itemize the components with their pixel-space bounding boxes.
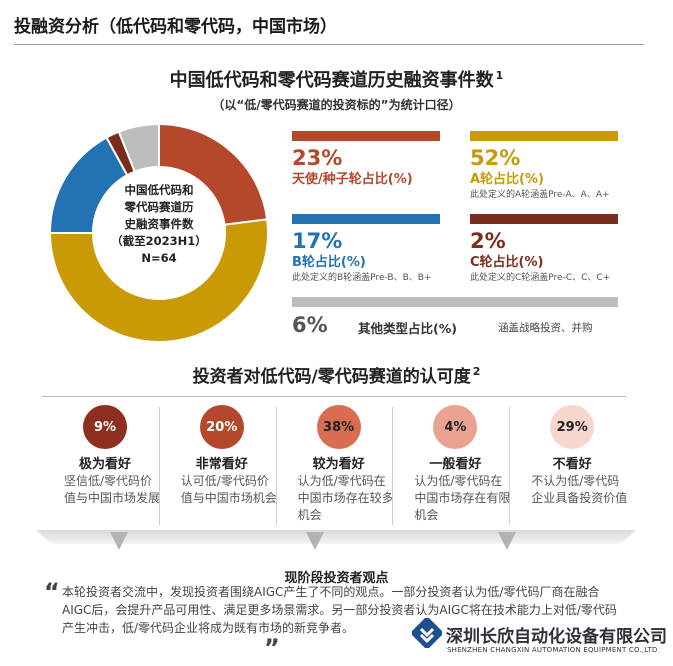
donut-center-line: 零代码赛道历	[96, 199, 222, 216]
stat-a-round-note: 此处定义的A轮涵盖Pre-A、A、A+	[470, 190, 618, 201]
page-title: 投融资分析（低代码和零代码，中国市场）	[14, 12, 337, 37]
donut-center-line: 中国低代码和	[96, 182, 222, 199]
sentiment-pct-circle: 9%	[83, 405, 127, 449]
section1-title: 中国低代码和零代码赛道历史融资事件数 1	[0, 66, 673, 92]
sentiment-description: 认为低/零代码在中国市场存在有限机会	[414, 473, 514, 524]
sentiment-column: 20% 非常看好 认可低/零代码价值与中国市场机会	[159, 397, 285, 531]
section1-subtitle: （以“低/零代码赛道的投资标的”为统计口径）	[0, 96, 673, 113]
section1-title-text: 中国低代码和零代码赛道历史融资事件数	[170, 70, 494, 91]
stat-b-round-note: 此处定义的B轮涵盖Pre-B、B、B+	[292, 273, 440, 284]
stat-other-pct: 6%	[292, 313, 328, 337]
stat-b-round-bar	[292, 214, 440, 224]
section2-title: 投资者对低代码/零代码赛道的认可度 2	[0, 362, 673, 387]
stat-c-round-pct: 2%	[470, 229, 618, 253]
title-divider	[14, 44, 644, 45]
sentiment-column: 9% 极为看好 坚信低/零代码价值与中国市场发展	[42, 397, 168, 531]
stat-a-round: 52% A轮占比(%) 此处定义的A轮涵盖Pre-A、A、A+	[470, 131, 618, 201]
investor-sentiment-panel: 9% 极为看好 坚信低/零代码价值与中国市场发展 20% 非常看好 认可低/零代码价值与中…	[42, 396, 626, 530]
stat-angel-pct: 23%	[292, 146, 440, 170]
stat-other-note: 涵盖战略投资、并购	[498, 320, 593, 335]
sentiment-column: 4% 一般看好 认为低/零代码在中国市场存在有限机会	[392, 397, 518, 531]
stat-a-round-pct: 52%	[470, 146, 618, 170]
sentiment-label: 一般看好	[392, 453, 518, 472]
sentiment-label: 非常看好	[159, 453, 285, 472]
stat-c-round-note: 此处定义的C轮涵盖Pre-C、C、C+	[470, 273, 618, 284]
company-name-cn: 深圳长欣自动化设备有限公司	[446, 622, 667, 647]
sentiment-pct-circle: 29%	[550, 405, 594, 449]
stat-c-round-label: C轮占比(%)	[470, 255, 618, 271]
sentiment-description: 坚信低/零代码价值与中国市场发展	[64, 473, 164, 507]
sentiment-label: 不看好	[509, 453, 635, 472]
stat-other-label: 其他类型占比(%)	[358, 318, 457, 337]
sentiment-description: 认为低/零代码在中国市场存在较多机会	[298, 473, 398, 524]
stat-angel: 23% 天使/种子轮占比(%)	[292, 131, 440, 188]
donut-center-total: N=64	[96, 250, 222, 267]
stat-b-round-pct: 17%	[292, 229, 440, 253]
chevron-band	[36, 530, 636, 552]
donut-center-line: （截至2023H1）	[96, 233, 222, 250]
stat-other-bar	[292, 297, 618, 307]
sentiment-label: 极为看好	[42, 453, 168, 472]
sentiment-column: 38% 较为看好 认为低/零代码在中国市场存在较多机会	[276, 397, 402, 531]
section2-title-text: 投资者对低代码/零代码赛道的认可度	[193, 367, 471, 387]
stat-angel-bar	[292, 131, 440, 141]
section1-footnote-mark: 1	[496, 69, 504, 82]
sentiment-pct-circle: 20%	[200, 405, 244, 449]
stat-c-round: 2% C轮占比(%) 此处定义的C轮涵盖Pre-C、C、C+	[470, 214, 618, 284]
sentiment-column-divider	[159, 407, 160, 525]
open-quote-mark: “	[44, 578, 60, 606]
stat-a-round-label: A轮占比(%)	[470, 172, 618, 188]
sentiment-column-divider	[276, 407, 277, 525]
stat-b-round-label: B轮占比(%)	[292, 255, 440, 271]
sentiment-pct-circle: 38%	[317, 405, 361, 449]
stat-a-round-bar	[470, 131, 618, 141]
company-name-en: SHENZHEN CHANGXIN AUTOMATION EQUIPMENT C…	[447, 646, 657, 654]
stat-angel-label: 天使/种子轮占比(%)	[292, 172, 440, 188]
sentiment-column-divider	[392, 407, 393, 525]
stat-c-round-bar	[470, 214, 618, 224]
sentiment-column: 29% 不看好 不认为低/零代码企业具备投资价值	[509, 397, 635, 531]
company-logo-icon	[412, 618, 442, 648]
sentiment-label: 较为看好	[276, 453, 402, 472]
stat-b-round: 17% B轮占比(%) 此处定义的B轮涵盖Pre-B、B、B+	[292, 214, 440, 284]
sentiment-description: 不认为低/零代码企业具备投资价值	[531, 473, 631, 507]
section2-footnote-mark: 2	[473, 365, 481, 378]
donut-center-line: 史融资事件数	[96, 216, 222, 233]
close-quote-mark: ”	[264, 634, 280, 662]
donut-center-label: 中国低代码和 零代码赛道历 史融资事件数 （截至2023H1） N=64	[96, 182, 222, 267]
sentiment-column-divider	[509, 407, 510, 525]
sentiment-pct-circle: 4%	[433, 405, 477, 449]
sentiment-description: 认可低/零代码价值与中国市场机会	[181, 473, 281, 507]
